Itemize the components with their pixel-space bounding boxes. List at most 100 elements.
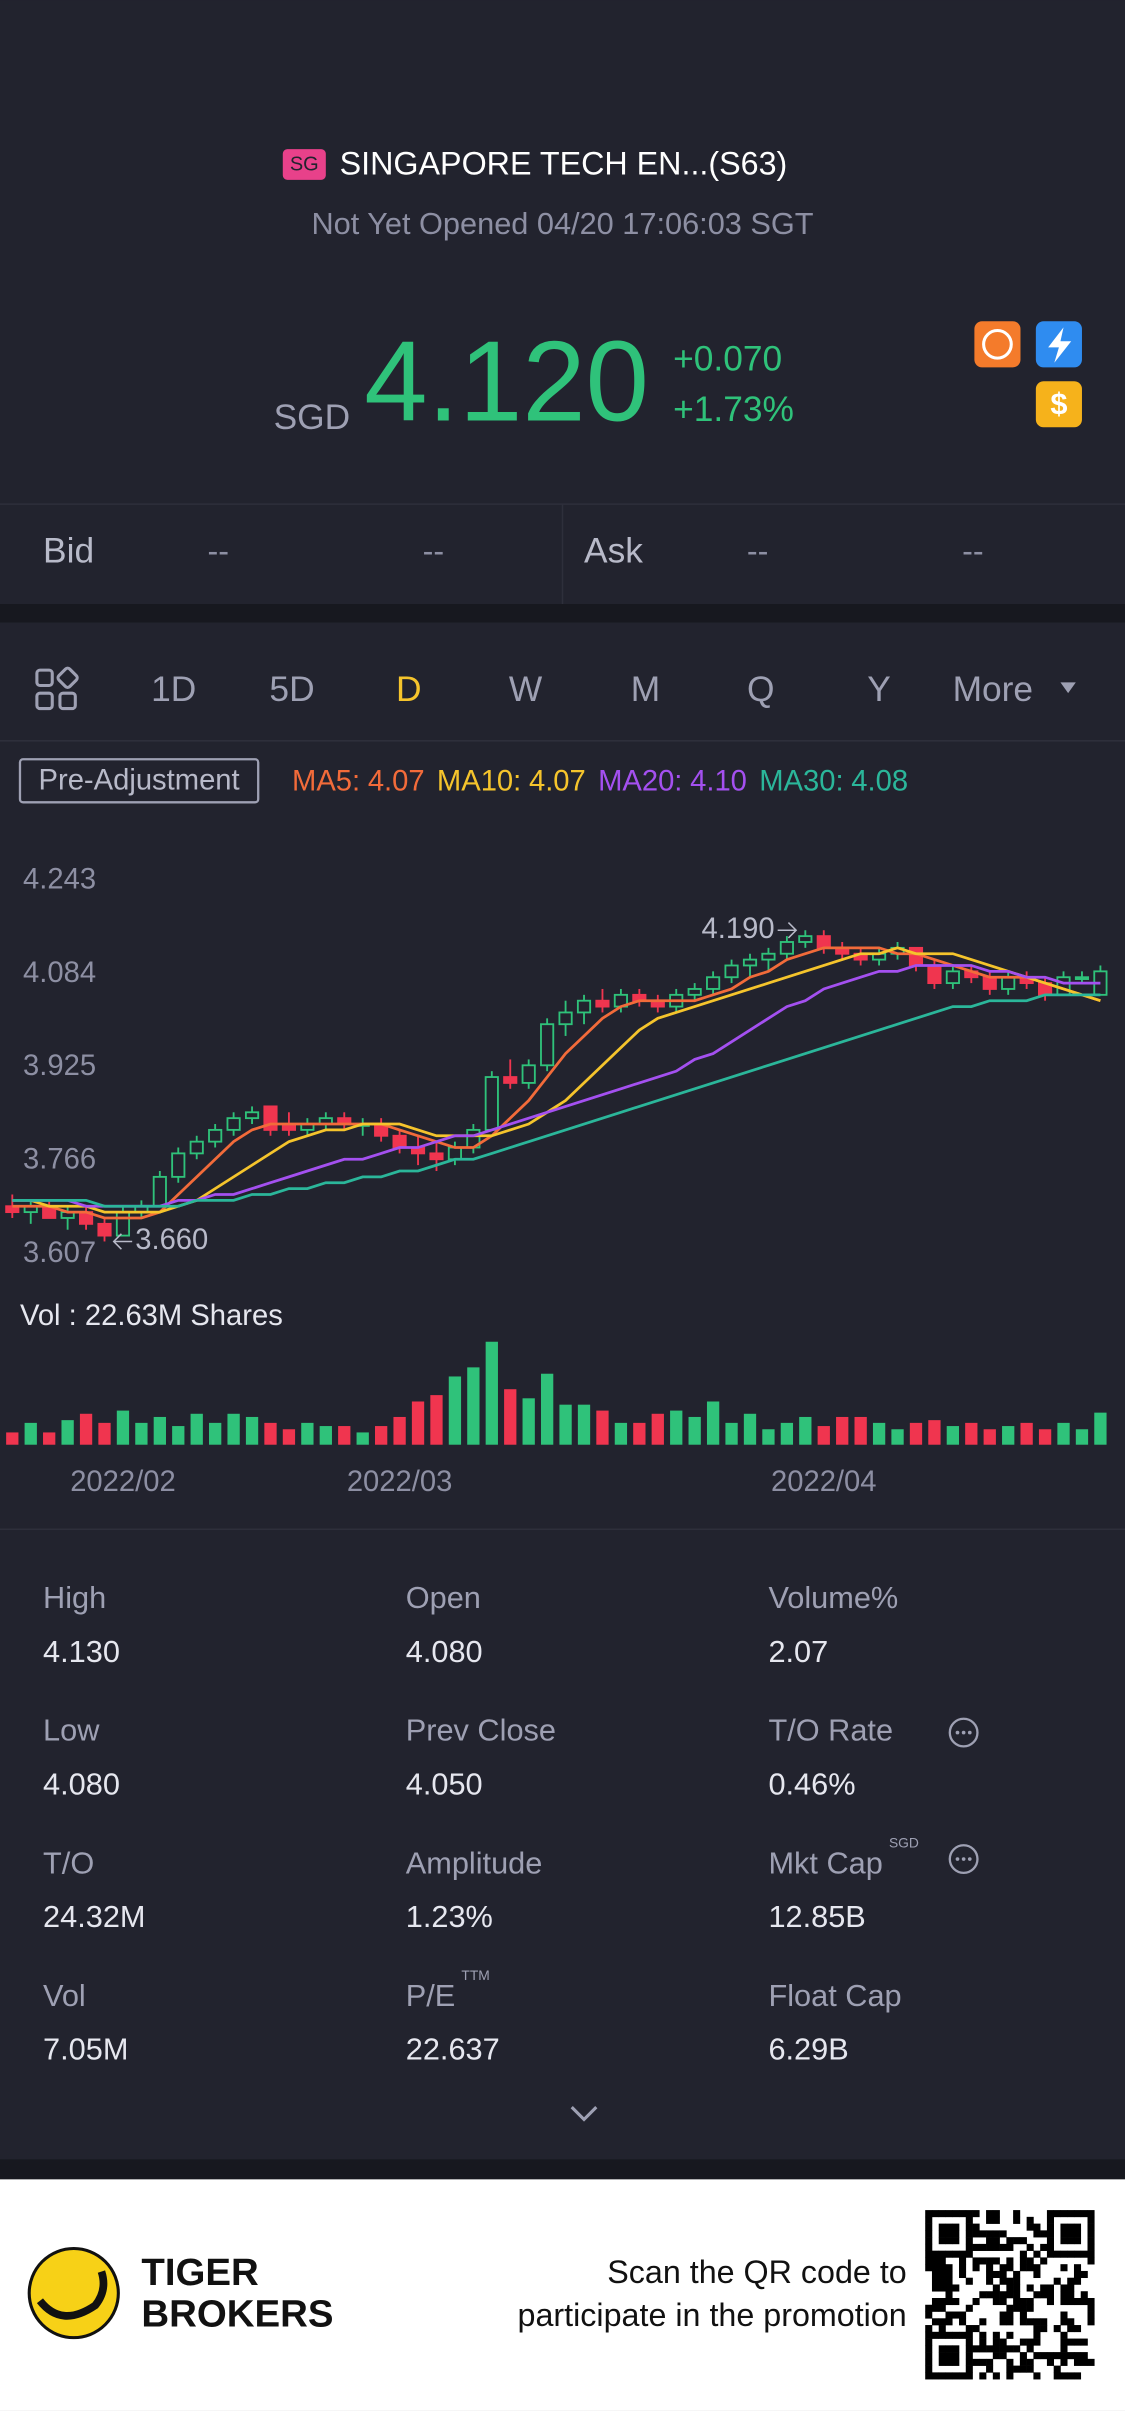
adjustment-button[interactable] <box>18 758 260 804</box>
period-tab[interactable]: Q <box>747 670 774 709</box>
period-tab[interactable]: More <box>953 670 1034 709</box>
qr-module <box>1067 2223 1075 2231</box>
margin-icon-glyph <box>1048 327 1072 363</box>
candle-body <box>798 935 813 943</box>
qr-module <box>979 2372 987 2380</box>
qr-module <box>1026 2297 1034 2306</box>
dividend-icon[interactable] <box>1035 381 1082 428</box>
ma-legend-value: 4.08 <box>851 765 908 797</box>
qr-module <box>986 2237 994 2245</box>
qr-module <box>1040 2243 1048 2251</box>
info-icon-dot <box>967 1730 972 1735</box>
volume-bar <box>79 1413 93 1445</box>
qr-module <box>1040 2352 1048 2360</box>
qr-module <box>979 2345 987 2353</box>
qr-module <box>938 2210 946 2218</box>
period-tab[interactable]: Y <box>867 670 891 709</box>
qr-module <box>959 2318 967 2326</box>
qr-module <box>1053 2210 1061 2218</box>
qr-module <box>1053 2250 1061 2258</box>
qr-module <box>1019 2358 1027 2366</box>
expand-chevron[interactable] <box>570 2106 598 2122</box>
qr-module <box>992 2270 1000 2279</box>
period-tab[interactable]: 5D <box>269 670 314 709</box>
qr-module <box>1060 2210 1068 2218</box>
qr-module <box>1053 2277 1061 2285</box>
market-status: Not Yet Opened 04/20 17:06:03 SGT <box>311 206 813 241</box>
qr-module <box>992 2257 1000 2265</box>
qr-module <box>972 2257 980 2265</box>
qr-module <box>1046 2250 1054 2258</box>
qr-module <box>945 2237 953 2245</box>
qr-module <box>986 2365 994 2373</box>
qr-module <box>945 2352 953 2360</box>
candle-body <box>429 1152 444 1161</box>
qr-module <box>979 2243 987 2251</box>
volume-bar <box>670 1410 683 1445</box>
qr-module <box>965 2325 973 2333</box>
candle-body <box>503 1076 518 1084</box>
qr-module <box>925 2345 933 2353</box>
qr-module <box>999 2270 1007 2279</box>
qr-module <box>952 2230 960 2238</box>
qr-module <box>999 2277 1007 2285</box>
qr-module <box>1006 2257 1014 2265</box>
qr-module <box>1073 2210 1082 2218</box>
qr-module <box>1046 2230 1054 2238</box>
qr-module <box>1026 2284 1034 2292</box>
qr-module <box>1046 2352 1054 2360</box>
qr-module <box>938 2304 946 2312</box>
qr-module <box>1026 2223 1034 2231</box>
qr-module <box>965 2304 973 2312</box>
volume-bar <box>817 1426 830 1445</box>
volume-bar <box>24 1422 37 1445</box>
short-icon-glyph <box>982 328 1013 360</box>
candle-body <box>706 976 721 990</box>
volume-bar <box>614 1422 628 1445</box>
ma-legend-name: MA20: <box>598 765 682 797</box>
qr-module <box>965 2345 973 2353</box>
info-icon[interactable] <box>948 1844 979 1875</box>
volume-bar <box>504 1389 517 1445</box>
qr-module <box>1053 2372 1061 2380</box>
market-badge-text: SG <box>290 154 319 176</box>
volume-bar <box>43 1432 56 1445</box>
qr-module <box>965 2243 973 2251</box>
period-tab[interactable]: D <box>396 670 422 709</box>
min-arrow-head <box>112 1233 122 1250</box>
qr-module <box>999 2230 1007 2238</box>
qr-module <box>972 2325 980 2333</box>
qr-module <box>1013 2291 1021 2299</box>
x-tick-label: 2022/04 <box>771 1466 877 1498</box>
volume-bar <box>411 1401 425 1445</box>
qr-module <box>931 2304 940 2312</box>
qr-module <box>1046 2223 1054 2231</box>
stat-label: Prev Close <box>406 1713 556 1748</box>
candle-body <box>558 1011 573 1026</box>
qr-module <box>1013 2277 1021 2285</box>
qr-module <box>959 2270 967 2279</box>
qr-module <box>952 2358 960 2366</box>
layout-icon[interactable] <box>35 666 79 711</box>
short-icon[interactable] <box>974 321 1021 368</box>
qr-module <box>972 2230 980 2238</box>
qr-code[interactable] <box>925 2210 1095 2380</box>
info-icon[interactable] <box>948 1717 979 1748</box>
period-tab[interactable]: M <box>631 670 660 709</box>
candle-body <box>97 1222 112 1237</box>
stat-label: T/O Rate <box>768 1713 893 1748</box>
volume-bar <box>836 1416 849 1445</box>
qr-module <box>1087 2243 1095 2251</box>
period-tab[interactable]: 1D <box>151 670 196 709</box>
qr-module <box>925 2223 933 2231</box>
qr-module <box>1019 2352 1027 2360</box>
period-tab[interactable]: W <box>509 670 543 709</box>
qr-module <box>925 2352 933 2360</box>
qr-module <box>972 2345 980 2353</box>
brand-name: BROKERS <box>141 2292 333 2335</box>
stat-value: 0.46% <box>768 1766 855 1801</box>
candle-body <box>982 976 997 990</box>
